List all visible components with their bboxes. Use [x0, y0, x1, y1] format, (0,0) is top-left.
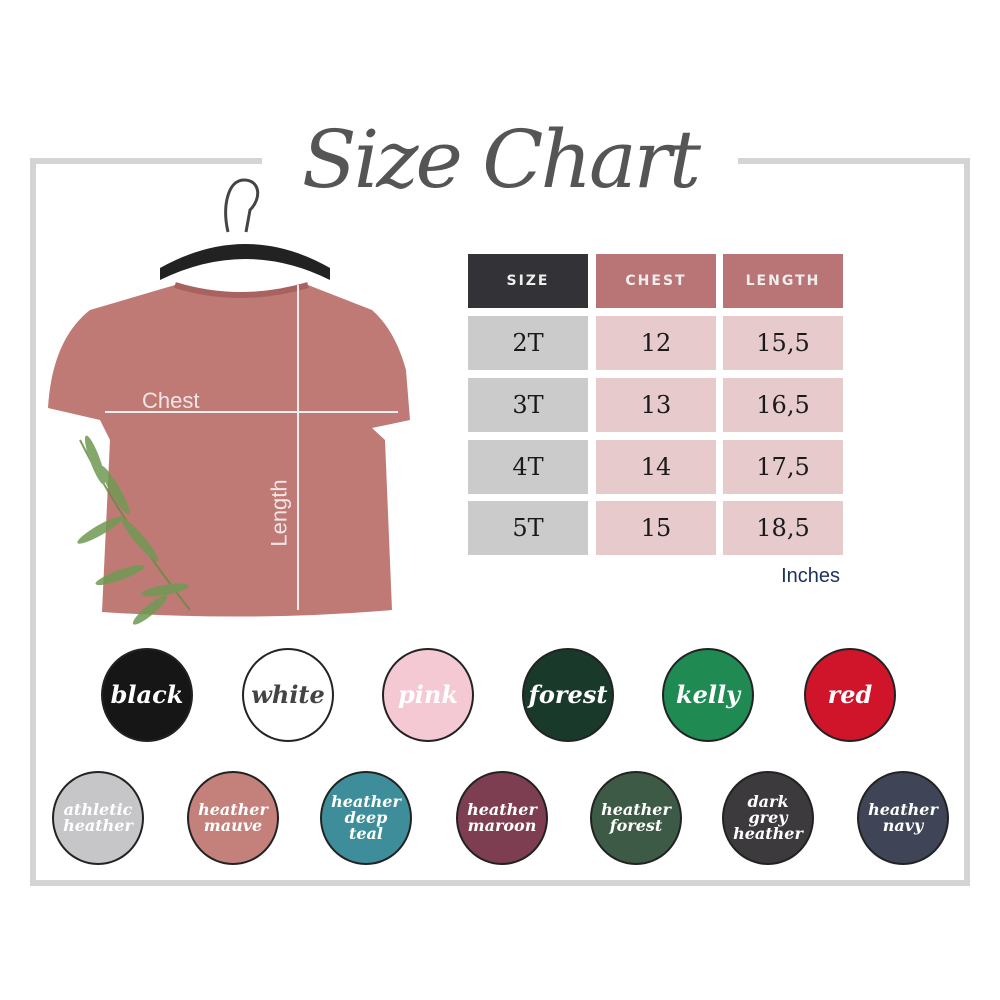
chest-cell: 12 [596, 316, 716, 370]
header-size: SIZE [468, 254, 588, 308]
color-swatch-black: black [101, 648, 193, 742]
title-gap [262, 150, 738, 174]
color-swatch-white: white [242, 648, 334, 742]
hanger-icon [224, 178, 260, 233]
tshirt-shape [48, 285, 410, 617]
chest-label: Chest [142, 388, 200, 413]
length-cell: 15,5 [723, 316, 843, 370]
length-cell: 16,5 [723, 378, 843, 432]
length-cell: 18,5 [723, 501, 843, 555]
color-swatch-heather-maroon: heather maroon [456, 771, 548, 865]
chest-cell: 13 [596, 378, 716, 432]
header-length: LENGTH [723, 254, 843, 308]
hanger-bar [160, 244, 330, 280]
size-cell: 2T [468, 316, 588, 370]
color-swatch-heather-navy: heather navy [857, 771, 949, 865]
tshirt-illustration [48, 178, 410, 625]
color-swatch-forest: forest [522, 648, 614, 742]
color-swatch-kelly: kelly [662, 648, 754, 742]
color-swatch-heather-deep-teal: heather deep teal [320, 771, 412, 865]
page-title: Size Chart [301, 113, 701, 206]
color-swatch-athletic-heather: athletic heather [52, 771, 144, 865]
color-swatch-red: red [804, 648, 896, 742]
size-cell: 4T [468, 440, 588, 494]
color-swatch-heather-forest: heather forest [590, 771, 682, 865]
length-cell: 17,5 [723, 440, 843, 494]
color-swatch-pink: pink [382, 648, 474, 742]
size-cell: 3T [468, 378, 588, 432]
header-chest: CHEST [596, 254, 716, 308]
leaf-branch [77, 435, 191, 625]
size-cell: 5T [468, 501, 588, 555]
color-swatch-dark-grey-heather: dark grey heather [722, 771, 814, 865]
chest-cell: 14 [596, 440, 716, 494]
chest-cell: 15 [596, 501, 716, 555]
length-label: Length [266, 479, 292, 547]
color-swatch-heather-mauve: heather mauve [187, 771, 279, 865]
unit-label: Inches [781, 565, 840, 587]
